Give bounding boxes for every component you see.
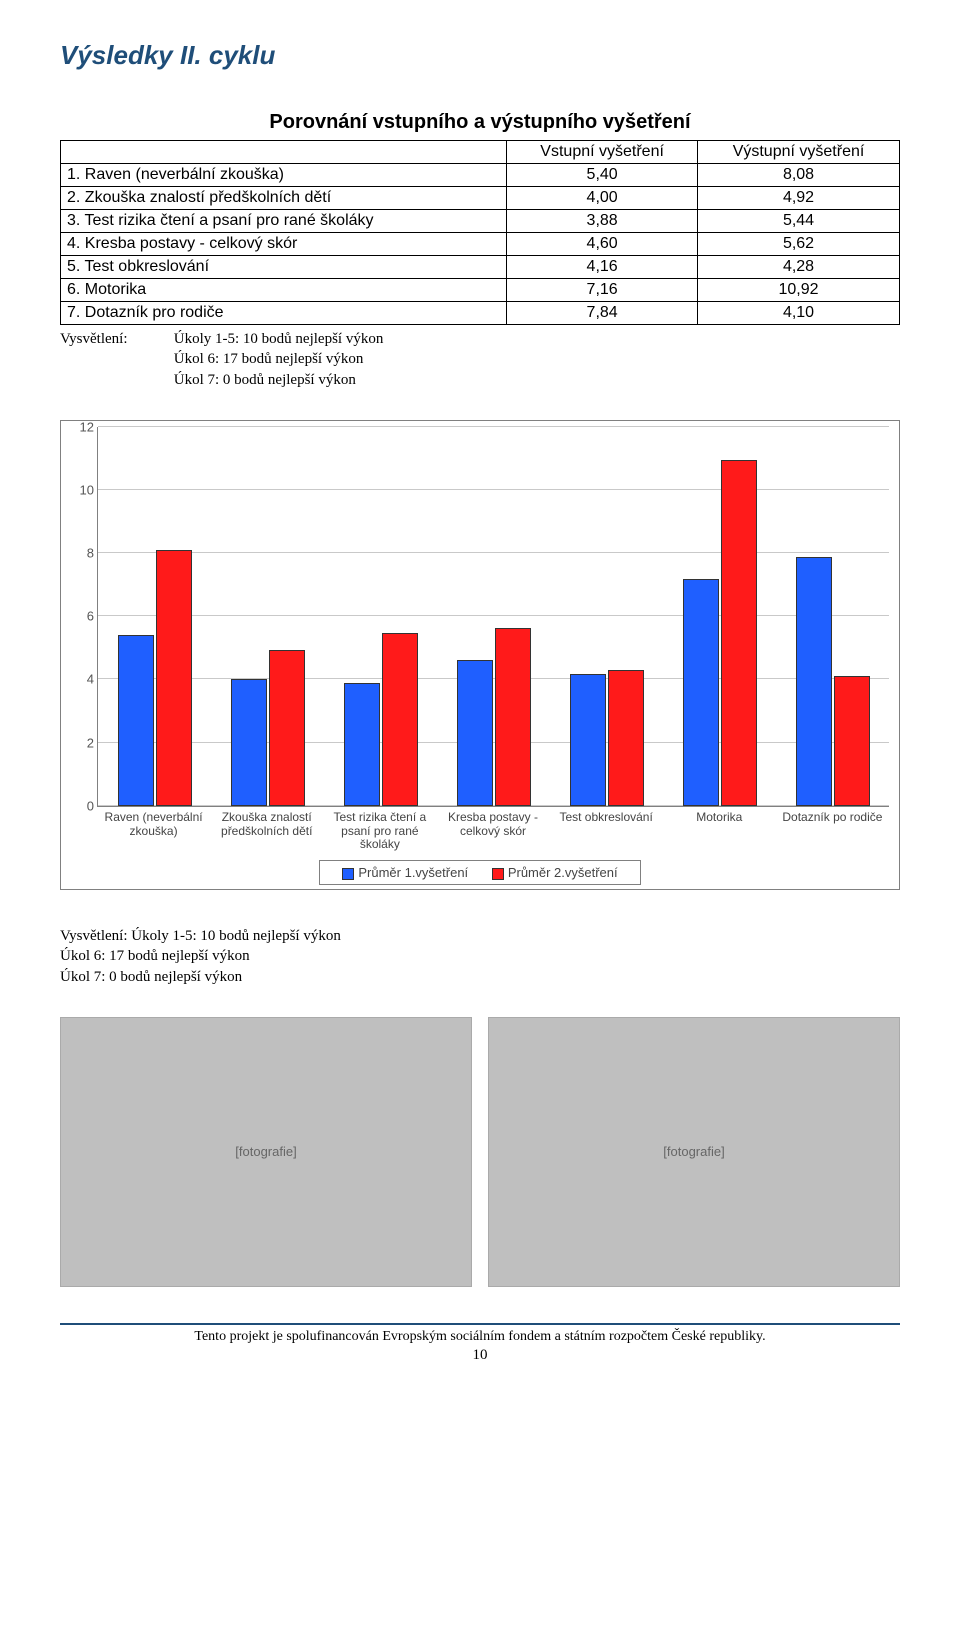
y-tick-label: 6 <box>70 609 94 624</box>
bar <box>608 670 644 806</box>
row-label: 1. Raven (neverbální zkouška) <box>61 164 507 187</box>
y-tick-label: 0 <box>70 798 94 813</box>
legend-label: Průměr 2.vyšetření <box>508 865 618 880</box>
explain-line: Úkol 7: 0 bodů nejlepší výkon <box>174 372 356 388</box>
cell: 7,16 <box>507 279 698 302</box>
y-tick-label: 12 <box>70 419 94 434</box>
explanation-block: Vysvětlení: Úkoly 1-5: 10 bodů nejlepší … <box>60 329 900 390</box>
bar <box>344 683 380 806</box>
row-label: 6. Motorika <box>61 279 507 302</box>
cell: 10,92 <box>698 279 900 302</box>
explain-line: Úkoly 1-5: 10 bodů nejlepší výkon <box>174 331 384 347</box>
results-table: Vstupní vyšetření Výstupní vyšetření 1. … <box>60 140 900 325</box>
photo-row: [fotografie] [fotografie] <box>60 1017 900 1287</box>
row-label: 2. Zkouška znalostí předškolních dětí <box>61 187 507 210</box>
x-tick-label: Raven (neverbální zkouška) <box>97 807 210 852</box>
bar-chart: 0 2 4 6 8 10 12 Raven (neverbální zkouška)Zkou… <box>60 420 900 890</box>
bar <box>118 635 154 806</box>
bar <box>382 633 418 805</box>
cell: 5,44 <box>698 210 900 233</box>
table-header <box>61 141 507 164</box>
bar <box>570 674 606 806</box>
bar <box>457 660 493 806</box>
x-tick-label: Dotazník po rodiče <box>776 807 889 852</box>
cell: 8,08 <box>698 164 900 187</box>
row-label: 3. Test rizika čtení a psaní pro rané šk… <box>61 210 507 233</box>
bar <box>834 676 870 806</box>
footer-text: Tento projekt je spolufinancován Evropsk… <box>60 1323 900 1345</box>
page-title: Výsledky II. cyklu <box>60 40 900 71</box>
bar <box>721 460 757 806</box>
explain-line: Úkol 7: 0 bodů nejlepší výkon <box>60 969 242 985</box>
cell: 4,00 <box>507 187 698 210</box>
explanation-block: Vysvětlení: Úkoly 1-5: 10 bodů nejlepší … <box>60 926 900 987</box>
explain-line: Úkol 6: 17 bodů nejlepší výkon <box>174 351 364 367</box>
explain-line: Úkoly 1-5: 10 bodů nejlepší výkon <box>131 928 341 944</box>
bar <box>683 579 719 806</box>
cell: 3,88 <box>507 210 698 233</box>
photo-placeholder: [fotografie] <box>488 1017 900 1287</box>
y-tick-label: 4 <box>70 672 94 687</box>
row-label: 7. Dotazník pro rodiče <box>61 302 507 325</box>
cell: 4,28 <box>698 256 900 279</box>
subtitle: Porovnání vstupního a výstupního vyšetře… <box>60 111 900 134</box>
bar <box>796 557 832 805</box>
bar <box>269 650 305 806</box>
cell: 4,92 <box>698 187 900 210</box>
y-tick-label: 8 <box>70 546 94 561</box>
bar <box>495 628 531 806</box>
cell: 5,40 <box>507 164 698 187</box>
cell: 4,60 <box>507 233 698 256</box>
y-tick-label: 2 <box>70 735 94 750</box>
explain-label: Vysvětlení: <box>60 329 170 349</box>
x-tick-label: Test rizika čtení a psaní pro rané školá… <box>323 807 436 852</box>
legend-label: Průměr 1.vyšetření <box>358 865 468 880</box>
x-tick-label: Motorika <box>663 807 776 852</box>
x-tick-label: Kresba postavy - celkový skór <box>436 807 549 852</box>
table-header: Vstupní vyšetření <box>507 141 698 164</box>
cell: 5,62 <box>698 233 900 256</box>
cell: 4,10 <box>698 302 900 325</box>
explain-label: Vysvětlení: <box>60 928 128 944</box>
table-header: Výstupní vyšetření <box>698 141 900 164</box>
row-label: 4. Kresba postavy - celkový skór <box>61 233 507 256</box>
cell: 7,84 <box>507 302 698 325</box>
y-tick-label: 10 <box>70 482 94 497</box>
cell: 4,16 <box>507 256 698 279</box>
x-tick-label: Zkouška znalostí předškolních dětí <box>210 807 323 852</box>
bar <box>156 550 192 806</box>
photo-placeholder: [fotografie] <box>60 1017 472 1287</box>
explain-line: Úkol 6: 17 bodů nejlepší výkon <box>60 948 250 964</box>
bar <box>231 679 267 806</box>
row-label: 5. Test obkreslování <box>61 256 507 279</box>
chart-legend: Průměr 1.vyšetření Průměr 2.vyšetření <box>65 860 895 885</box>
page-number: 10 <box>60 1347 900 1364</box>
x-tick-label: Test obkreslování <box>550 807 663 852</box>
